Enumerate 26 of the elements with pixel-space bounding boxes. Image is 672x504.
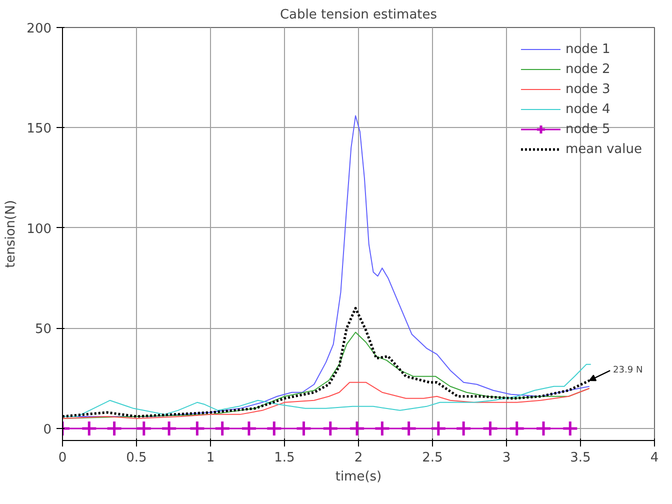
y-tick-label: 0: [43, 422, 52, 438]
legend-label: node 1: [565, 42, 610, 56]
x-tick-label: 1: [206, 450, 215, 466]
y-tick-label: 50: [34, 322, 52, 338]
legend-label: node 5: [565, 122, 610, 136]
x-tick-label: 2: [354, 450, 363, 466]
y-axis-title: tension(N): [4, 200, 19, 268]
legend-label: node 3: [565, 82, 610, 96]
x-tick-label: 0.5: [126, 450, 147, 466]
y-tick-label: 150: [26, 122, 52, 137]
chart-title: Cable tension estimates: [280, 8, 438, 22]
legend-label: node 4: [565, 102, 610, 116]
legend-label: node 2: [565, 62, 610, 76]
line-series: [62, 382, 590, 419]
x-tick-label: 2.5: [422, 450, 443, 466]
annotation: 23.9 N: [613, 366, 643, 376]
y-tick-label: 100: [26, 222, 52, 237]
legend-label: mean value: [565, 142, 642, 156]
x-axis-title: time(s): [335, 470, 382, 484]
x-tick-label: 4: [650, 450, 659, 466]
y-tick-label: 200: [26, 22, 52, 36]
x-tick-label: 3: [502, 450, 511, 466]
x-tick-label: 1.5: [274, 450, 295, 466]
line-series: [62, 364, 592, 417]
x-tick-label: 0: [58, 450, 67, 466]
x-tick-label: 3.5: [570, 450, 591, 466]
